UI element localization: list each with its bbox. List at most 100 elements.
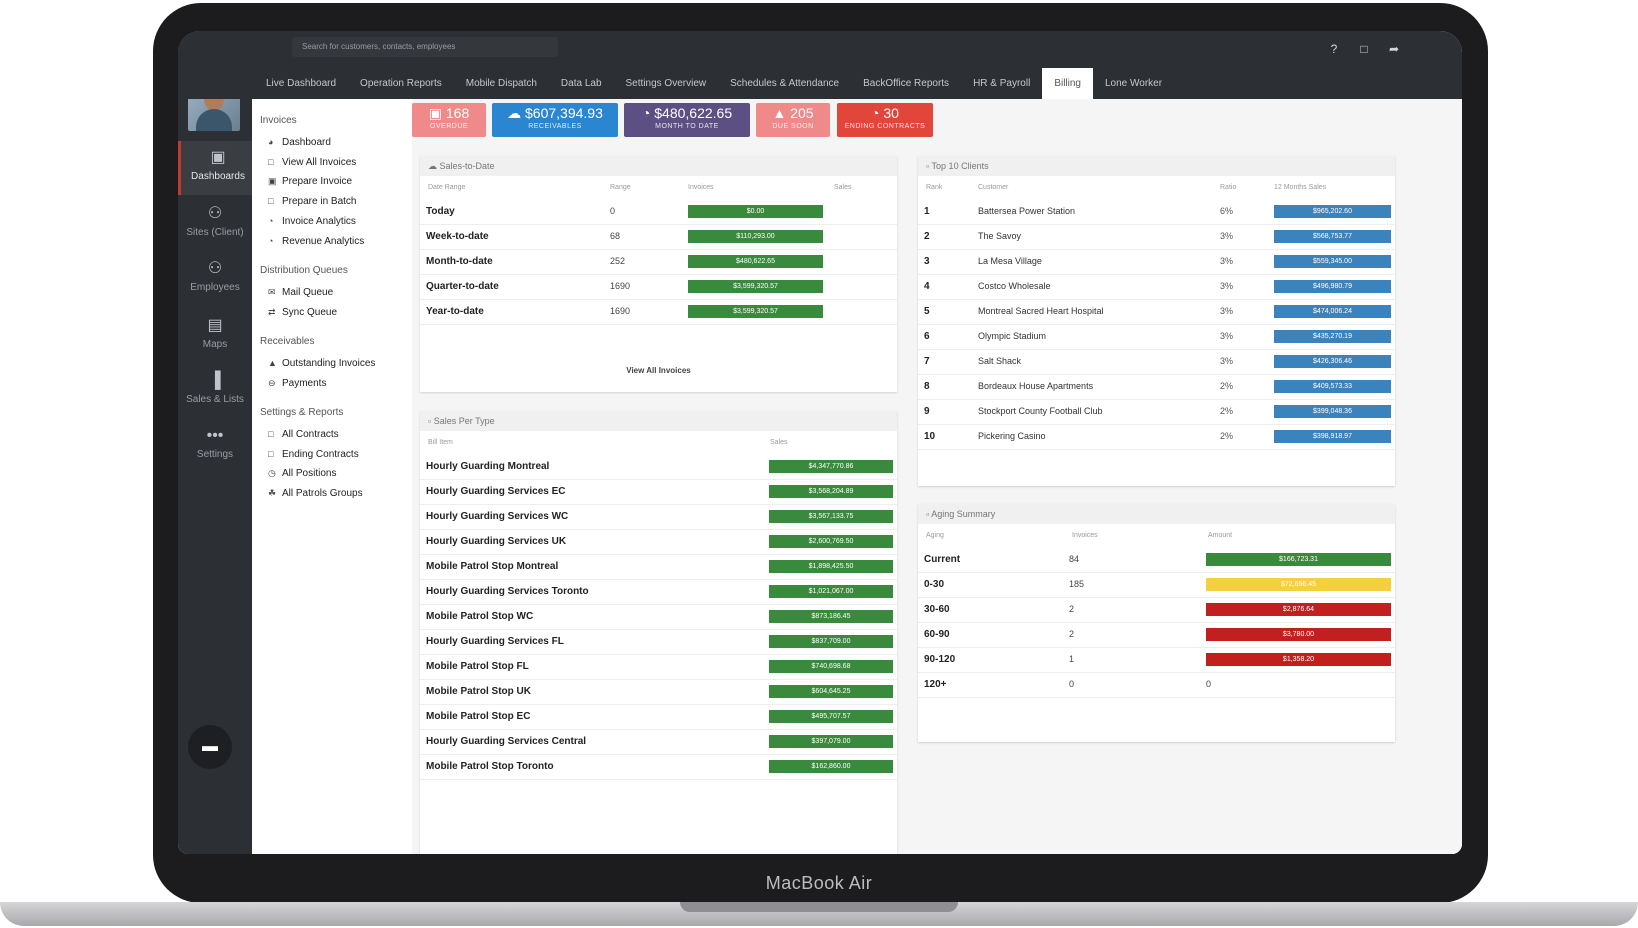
table-row[interactable]: 10 Pickering Casino 2% $398,918.97	[918, 424, 1395, 450]
sidebar-link-icon: ⊖	[268, 377, 276, 388]
table-row[interactable]: 4 Costco Wholesale 3% $496,980.79	[918, 274, 1395, 300]
tab-hr-payroll[interactable]: HR & Payroll	[973, 78, 1031, 89]
sidebar-link-invoice-analytics[interactable]: ◔ Invoice Analytics	[268, 216, 356, 227]
table-row[interactable]: Mobile Patrol Stop FL $740,698.68	[420, 654, 897, 680]
sidebar-link-sync-queue[interactable]: ⇄ Sync Queue	[268, 307, 337, 318]
row-customer: Stockport County Football Club	[978, 406, 1103, 416]
table-row[interactable]: Mobile Patrol Stop UK $604,645.25	[420, 679, 897, 705]
nav-item-settings[interactable]: ••• Settings	[178, 421, 252, 475]
sidebar-link-all-contracts[interactable]: □ All Contracts	[268, 429, 339, 440]
table-row[interactable]: 3 La Mesa Village 3% $559,345.00	[918, 249, 1395, 275]
tab-lone-worker[interactable]: Lone Worker	[1105, 78, 1163, 89]
table-row[interactable]: 30-60 2 $2,876.64	[918, 597, 1395, 623]
stat-tile-month-to-date[interactable]: ◔ $480,622.65 MONTH TO DATE	[624, 103, 750, 137]
table-row[interactable]: 120+ 0 0	[918, 672, 1395, 698]
row-label: Mobile Patrol Stop WC	[426, 611, 534, 622]
table-row[interactable]: Month-to-date 252 $480,622.65	[420, 249, 897, 275]
table-row[interactable]: Hourly Guarding Services FL $837,709.00	[420, 629, 897, 655]
table-row[interactable]: 1 Battersea Power Station 6% $965,202.60	[918, 199, 1395, 225]
column-header: Invoices	[1072, 532, 1098, 539]
tab-operation-reports[interactable]: Operation Reports	[360, 78, 442, 89]
table-row[interactable]: Mobile Patrol Stop EC $495,707.57	[420, 704, 897, 730]
table-row[interactable]: Hourly Guarding Services WC $3,567,133.75	[420, 504, 897, 530]
sidebar-link-dashboard[interactable]: ◕ Dashboard	[268, 137, 331, 148]
row-count: 1690	[610, 281, 631, 291]
tab-mobile-dispatch[interactable]: Mobile Dispatch	[465, 78, 537, 89]
share-icon[interactable]: ➦	[1388, 42, 1400, 56]
table-row[interactable]: Mobile Patrol Stop Toronto $162,860.00	[420, 754, 897, 780]
sidebar-link-icon: ✉	[268, 287, 276, 297]
table-row[interactable]: Year-to-date 1690 $3,599,320.57	[420, 299, 897, 325]
tab-data-lab[interactable]: Data Lab	[560, 78, 602, 89]
sidebar-link-all-patrols-groups[interactable]: ☘ All Patrols Groups	[268, 488, 363, 499]
row-label: Mobile Patrol Stop Toronto	[426, 761, 554, 772]
amount-bar: $435,270.19	[1274, 330, 1391, 343]
amount-bar: $3,780.00	[1206, 628, 1391, 641]
sidebar-link-outstanding-invoices[interactable]: ▲ Outstanding Invoices	[268, 358, 375, 369]
amount-bar: $3,599,320.57	[688, 305, 823, 318]
stat-tile-overdue[interactable]: ▣ 168 OVERDUE	[412, 103, 486, 137]
stat-icon: ▲	[772, 105, 791, 121]
nav-item-employees[interactable]: ⚇ Employees	[178, 252, 252, 306]
table-row[interactable]: 90-120 1 $1,358.20	[918, 647, 1395, 673]
sidebar-link-revenue-analytics[interactable]: ◔ Revenue Analytics	[268, 236, 364, 247]
row-ratio: 3%	[1220, 256, 1234, 266]
table-row[interactable]: Hourly Guarding Services UK $2,600,769.50	[420, 529, 897, 555]
tab-live-dashboard[interactable]: Live Dashboard	[266, 78, 337, 89]
view-all-invoices-link[interactable]: View All Invoices	[626, 366, 691, 375]
sidebar-link-icon: ◕	[268, 137, 274, 147]
sidebar-link-label: Revenue Analytics	[282, 235, 365, 247]
stat-tile-receivables[interactable]: ☁ $607,394.93 RECEIVABLES	[492, 103, 618, 137]
table-row[interactable]: 9 Stockport County Football Club 2% $399,04…	[918, 399, 1395, 425]
table-row[interactable]: Today 0 $0.00	[420, 199, 897, 225]
table-row[interactable]: 6 Olympic Stadium 3% $435,270.19	[918, 324, 1395, 350]
tab-schedules-attendance[interactable]: Schedules & Attendance	[730, 78, 840, 89]
table-row[interactable]: Week-to-date 68 $110,293.00	[420, 224, 897, 250]
stat-icon: ☁	[507, 105, 526, 121]
table-row[interactable]: Hourly Guarding Services Toronto $1,021,0…	[420, 579, 897, 605]
table-row[interactable]: Quarter-to-date 1690 $3,599,320.57	[420, 274, 897, 300]
tab-bar: Live Dashboard Operation Reports Mobile Di…	[254, 68, 1174, 99]
sidebar-link-ending-contracts[interactable]: □ Ending Contracts	[268, 449, 359, 460]
table-row[interactable]: Mobile Patrol Stop WC $873,186.45	[420, 604, 897, 630]
sidebar-link-prepare-in-batch[interactable]: □ Prepare in Batch	[268, 196, 357, 207]
nav-item-maps[interactable]: ▤ Maps	[178, 309, 252, 363]
amount-bar: $3,599,320.57	[688, 280, 823, 293]
row-label: Hourly Guarding Services Central	[426, 736, 587, 747]
column-header: Date Range	[428, 184, 466, 191]
table-row[interactable]: 0-30 185 $72,656.45	[918, 572, 1395, 598]
nav-item-sales-lists[interactable]: ▐ Sales & Lists	[178, 366, 252, 420]
tab-settings-overview[interactable]: Settings Overview	[625, 78, 707, 89]
table-row[interactable]: 60-90 2 $3,780.00	[918, 622, 1395, 648]
nav-item-sites-client[interactable]: ⚇ Sites (Client)	[178, 197, 252, 251]
sidebar-link-label: Prepare in Batch	[282, 196, 357, 208]
stat-tile-ending-contracts[interactable]: ◔ 30 ENDING CONTRACTS	[837, 103, 933, 137]
table-row[interactable]: Mobile Patrol Stop Montreal $1,898,425.50	[420, 554, 897, 580]
stat-tile-due-soon[interactable]: ▲ 205 DUE SOON	[756, 103, 830, 137]
table-row[interactable]: 2 The Savoy 3% $568,753.77	[918, 224, 1395, 250]
help-icon[interactable]: ?	[1330, 42, 1338, 56]
nav-item-dashboards[interactable]: ▣ Dashboards	[178, 141, 255, 195]
table-row[interactable]: Hourly Guarding Services Central $397,079…	[420, 729, 897, 755]
sidebar-link-payments[interactable]: ⊖ Payments	[268, 378, 326, 389]
table-row[interactable]: Current 84 $166,723.31	[918, 547, 1395, 573]
tab-billing[interactable]: Billing	[1042, 68, 1093, 99]
notifications-icon[interactable]: □	[1360, 42, 1368, 56]
table-row[interactable]: Hourly Guarding Services EC $3,568,204.89	[420, 479, 897, 505]
table-row[interactable]: 8 Bordeaux House Apartments 2% $409,573.33	[918, 374, 1395, 400]
chat-icon[interactable]: ▬	[188, 725, 232, 769]
sidebar-link-all-positions[interactable]: ◷ All Positions	[268, 468, 336, 479]
search-input[interactable]: Search for customers, contacts, employee…	[292, 37, 558, 57]
sidebar-link-mail-queue[interactable]: ✉ Mail Queue	[268, 287, 333, 298]
cloud-icon: ☁	[428, 161, 437, 171]
sales-to-date-card: ☁ Sales-to-Date Date Range Range Invoices S…	[420, 156, 897, 392]
table-row[interactable]: 5 Montreal Sacred Heart Hospital 3% $474,00…	[918, 299, 1395, 325]
nav-item-label: Sales & Lists	[186, 394, 244, 405]
table-row[interactable]: Hourly Guarding Montreal $4,347,770.86	[420, 454, 897, 480]
sidebar-link-view-all-invoices[interactable]: □ View All Invoices	[268, 157, 356, 168]
tab-backoffice-reports[interactable]: BackOffice Reports	[863, 78, 950, 89]
row-ratio: 6%	[1220, 206, 1234, 216]
row-ratio: 2%	[1220, 381, 1234, 391]
table-row[interactable]: 7 Salt Shack 3% $426,306.46	[918, 349, 1395, 375]
sidebar-link-prepare-invoice[interactable]: ▣ Prepare Invoice	[268, 176, 352, 187]
